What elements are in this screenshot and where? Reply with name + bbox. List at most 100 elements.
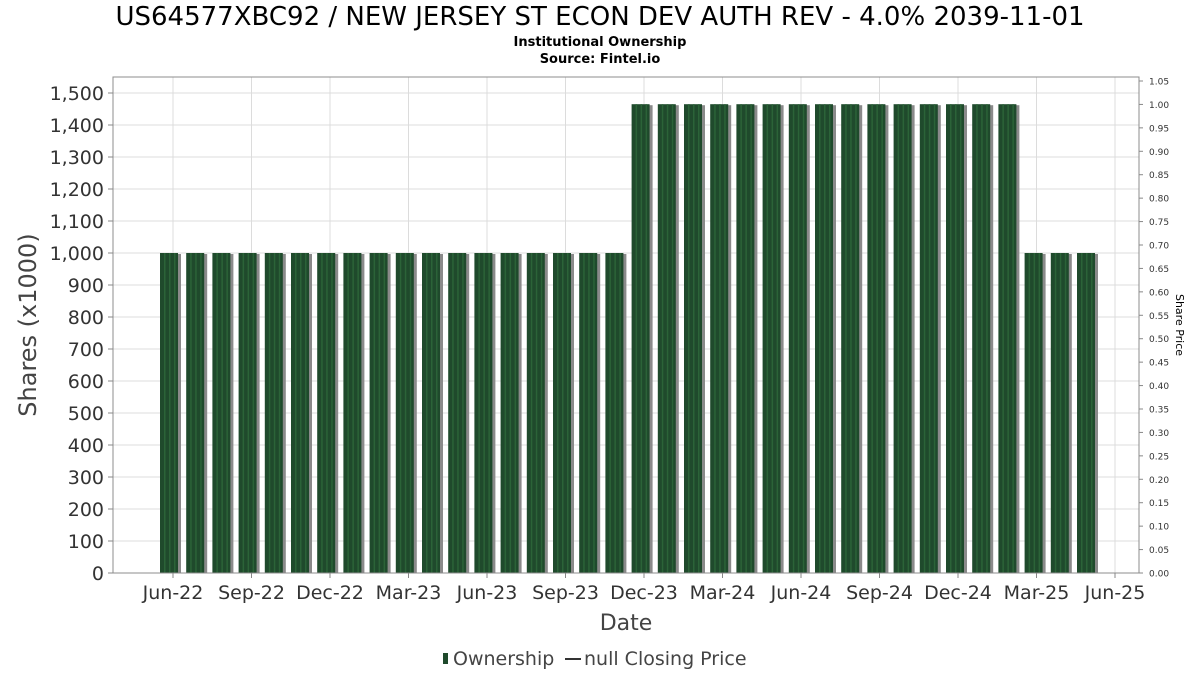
bar-stripe <box>771 104 774 573</box>
bar-stripe <box>897 104 900 573</box>
bar-stripe <box>819 104 821 573</box>
y-tick-label: 1,400 <box>50 115 104 137</box>
bar-stripe <box>955 104 957 573</box>
bar-stripe <box>347 253 349 573</box>
x-tick-label: Jun-22 <box>142 582 204 604</box>
bar-stripe <box>593 253 595 573</box>
x-tick-label: Mar-23 <box>376 582 442 604</box>
bar-stripe <box>530 253 533 573</box>
bar-stripe <box>195 253 197 573</box>
bar-stripe <box>535 253 538 573</box>
y-tick-label: 300 <box>68 467 104 489</box>
bar-stripe <box>928 104 931 573</box>
x-tick-label: Dec-22 <box>296 582 364 604</box>
bar-stripe <box>1002 104 1004 573</box>
x-tick-label: Jun-25 <box>1084 582 1146 604</box>
y2-tick-label: 0.85 <box>1149 171 1169 181</box>
bar-stripe <box>981 104 983 573</box>
y-tick-label: 500 <box>68 403 104 425</box>
x-axis: Jun-22 Sep-22 Dec-22 Mar-23 Jun-23 Sep-23 Dec-… <box>142 573 1146 604</box>
bar-stripe <box>174 253 176 573</box>
y2-tick-label: 0.60 <box>1149 288 1169 298</box>
bar-stripe <box>750 104 752 573</box>
y-tick-label: 200 <box>68 499 104 521</box>
bar-stripe <box>1007 104 1009 573</box>
bar-stripe <box>268 253 271 573</box>
bar-stripe <box>562 253 564 573</box>
y-axis: 0 100 200 300 400 500 600 700 800 900 1,000 1,100 1,… <box>50 83 113 585</box>
bar-stripe <box>960 104 962 573</box>
y-tick-label: 1,500 <box>50 83 104 105</box>
bar-stripe <box>295 253 297 573</box>
bar-stripe <box>478 253 480 573</box>
bar-stripe <box>609 253 611 573</box>
bar-stripe <box>383 253 386 573</box>
bar-stripe <box>976 104 978 573</box>
bar-stripe <box>661 104 664 573</box>
bar-stripe <box>640 104 643 573</box>
bar-stripe <box>797 104 800 573</box>
bar-stripe <box>1091 253 1093 573</box>
bar-stripe <box>326 253 328 573</box>
bar-stripe <box>404 253 407 573</box>
bar-stripe <box>645 104 648 573</box>
x-tick-label: Dec-23 <box>610 582 678 604</box>
bar-stripe <box>331 253 333 573</box>
bar-stripe <box>688 104 690 573</box>
bar-stripe <box>698 104 700 573</box>
legend: Ownership null Closing Price <box>443 648 747 670</box>
chart-title: US64577XBC92 / NEW JERSEY ST ECON DEV AU… <box>115 2 1085 32</box>
bar-stripe <box>614 253 616 573</box>
bar-stripe <box>1038 253 1041 573</box>
bar-stripe <box>766 104 769 573</box>
bar-stripe <box>242 253 245 573</box>
y-tick-label: 700 <box>68 339 104 361</box>
bar-stripe <box>583 253 585 573</box>
y2-tick-label: 0.95 <box>1149 124 1169 134</box>
bar-stripe <box>278 253 281 573</box>
bar-stripe <box>457 253 459 573</box>
y2-tick-label: 0.80 <box>1149 195 1169 205</box>
y2-tick-label: 0.10 <box>1149 523 1169 533</box>
y2-tick-label: 1.00 <box>1149 101 1169 111</box>
y2-tick-label: 0.65 <box>1149 265 1169 275</box>
bar-stripe <box>714 104 716 573</box>
y2-tick-label: 0.35 <box>1149 406 1169 416</box>
bar-stripe <box>671 104 674 573</box>
bar-stripe <box>850 104 852 573</box>
chart-subtitle: Institutional Ownership <box>513 35 687 50</box>
bar-stripe <box>321 253 323 573</box>
bar-stripe <box>776 104 779 573</box>
bar-stripe <box>907 104 910 573</box>
bar-stripe <box>509 253 512 573</box>
bar-stripe <box>540 253 543 573</box>
bar-stripe <box>792 104 795 573</box>
y-tick-label: 0 <box>92 563 104 585</box>
bar-stripe <box>881 104 883 573</box>
x-tick-label: Dec-24 <box>924 582 992 604</box>
bar-stripe <box>252 253 255 573</box>
bar-stripe <box>933 104 936 573</box>
bar-stripe <box>1059 253 1062 573</box>
bar-stripe <box>745 104 747 573</box>
chart-source: Source: Fintel.io <box>539 52 661 67</box>
bar-stripe <box>247 253 250 573</box>
bars <box>160 104 1098 573</box>
bar-stripe <box>483 253 485 573</box>
bar-stripe <box>1081 253 1083 573</box>
y2-tick-label: 0.40 <box>1149 382 1169 392</box>
x-tick-label: Jun-23 <box>456 582 518 604</box>
x-tick-label: Sep-24 <box>846 582 913 604</box>
y2-tick-label: 0.20 <box>1149 476 1169 486</box>
bar-stripe <box>300 253 302 573</box>
bar-stripe <box>409 253 412 573</box>
bar-stripe <box>373 253 376 573</box>
bar-stripe <box>557 253 559 573</box>
bar-stripe <box>226 253 228 573</box>
bar-stripe <box>426 253 428 573</box>
bar-stripe <box>431 253 433 573</box>
bar-stripe <box>462 253 464 573</box>
bar-stripe <box>200 253 202 573</box>
bar-stripe <box>273 253 276 573</box>
